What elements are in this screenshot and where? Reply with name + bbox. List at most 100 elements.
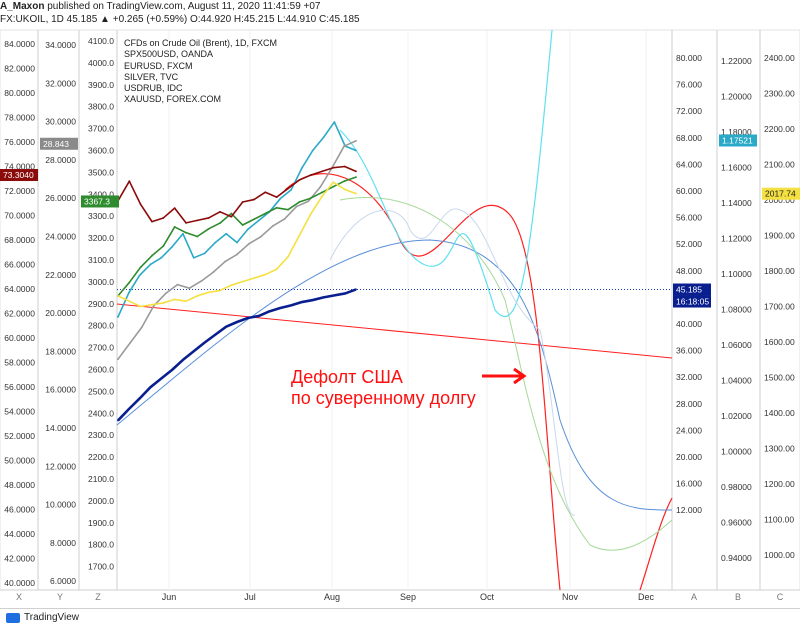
series-point-silver: [253, 218, 255, 221]
green-projection-curve: [339, 197, 673, 551]
tick-X: 70.0000: [4, 211, 35, 221]
series-point-spx: [257, 219, 260, 222]
series-point-brent: [182, 359, 184, 361]
tick-B: 0.94000: [721, 553, 752, 563]
tick-X: 40.0000: [4, 578, 35, 588]
series-point-eurusd: [259, 235, 262, 238]
series-point-eurusd: [117, 358, 119, 361]
series-point-brent: [246, 317, 249, 319]
tick-B: 1.20000: [721, 92, 752, 102]
tick-X: 74.0000: [4, 162, 35, 172]
series-point-eurusd: [176, 283, 179, 286]
series-point-usdrub: [355, 170, 357, 173]
axis-id-X: X: [16, 592, 22, 602]
series-point-silver: [173, 226, 176, 228]
series-point-eurusd: [200, 280, 203, 282]
series-point-silver: [185, 231, 187, 234]
series-point-silver: [241, 224, 244, 226]
axis-id-Y: Y: [57, 592, 63, 602]
series-point-xau: [230, 284, 233, 287]
series-point-spx: [138, 274, 141, 277]
series-point-eurusd: [212, 271, 215, 274]
red-trend-line: [116, 303, 673, 359]
series-point-spx: [117, 316, 119, 318]
tick-X: 72.0000: [4, 186, 35, 196]
tick-X: 50.0000: [4, 456, 35, 466]
series-point-eurusd: [295, 205, 298, 208]
legend-item-usdrub[interactable]: USDRUB, IDC: [124, 83, 183, 94]
series-line-silver: [117, 176, 357, 297]
cyan-projection-curve: [339, 29, 553, 318]
series-point-eurusd: [307, 200, 310, 203]
tick-B: 1.12000: [721, 234, 752, 244]
legend-item-brent[interactable]: CFDs on Crude Oil (Brent), 1D, FXCM: [124, 38, 278, 48]
tradingview-logo[interactable]: TradingView: [6, 612, 79, 623]
tick-C: 1500.00: [764, 373, 795, 383]
axis-id-C: C: [777, 592, 784, 602]
tick-B: 1.14000: [721, 198, 752, 208]
series-point-spx: [279, 197, 282, 200]
tick-Z: 2100.0: [88, 474, 114, 484]
tick-Z: 2200.0: [88, 452, 114, 462]
tick-Y: 6.0000: [50, 576, 76, 586]
series-point-brent: [127, 408, 130, 411]
series-point-brent: [236, 321, 238, 323]
tick-C: 1800.00: [764, 266, 795, 276]
legend-item-eurusd[interactable]: EURUSD, FXCM: [124, 60, 193, 71]
tick-Z: 1700.0: [88, 562, 114, 572]
series-point-usdrub: [207, 217, 210, 219]
series-point-silver: [151, 254, 153, 257]
tick-Z: 3500.0: [88, 167, 114, 177]
tick-Z: 3900.0: [88, 80, 114, 90]
series-point-usdrub: [230, 215, 233, 218]
series-point-silver: [332, 185, 335, 188]
price-badge-label: 3367.3: [84, 196, 110, 206]
author-name[interactable]: A_Maxon: [0, 1, 45, 12]
legend-item-silver[interactable]: SILVER, TVC: [124, 71, 179, 82]
tick-X: 42.0000: [4, 554, 35, 564]
tick-X: 58.0000: [4, 358, 35, 368]
series-point-xau: [207, 291, 210, 294]
series-point-eurusd: [129, 342, 131, 345]
series-line-usdrub: [117, 165, 357, 224]
tick-A: 36.000: [676, 346, 702, 356]
tick-Y: 12.0000: [45, 461, 76, 471]
tick-A: 40.000: [676, 319, 702, 329]
series-point-eurusd: [164, 292, 167, 295]
series-point-brent: [225, 325, 228, 328]
series-point-xau: [298, 234, 301, 237]
default-annotation: Дефолт США по суверенному долгу: [291, 367, 476, 409]
tick-B: 1.08000: [721, 305, 752, 315]
tick-A: 60.000: [676, 186, 702, 196]
axis-id-A: A: [691, 592, 697, 602]
series-point-silver: [128, 281, 131, 284]
tick-B: 1.22000: [721, 56, 752, 66]
series-point-spx: [203, 252, 206, 255]
legend-item-xau[interactable]: XAUUSD, FOREX.COM: [124, 94, 222, 105]
tick-X: 56.0000: [4, 382, 35, 392]
tick-A: 80.000: [676, 53, 702, 63]
tick-Z: 3600.0: [88, 146, 114, 156]
price-badge-A: [673, 283, 711, 296]
tick-C: 1100.00: [764, 515, 794, 525]
series-point-usdrub: [332, 166, 335, 169]
series-point-spx: [192, 256, 195, 259]
symbol-quote: FX:UKOIL, 1D 45.185 ▲ +0.265 (+0.59%) O:…: [0, 14, 360, 25]
series-point-brent: [149, 386, 152, 389]
tick-X: 60.0000: [4, 333, 35, 343]
series-point-eurusd: [271, 225, 274, 227]
series-point-usdrub: [128, 180, 131, 183]
legend-item-spx[interactable]: SPX500USD, OANDA: [124, 49, 214, 60]
tick-B: 1.10000: [721, 269, 752, 279]
x-tick-label: Nov: [562, 592, 579, 602]
tick-A: 72.000: [676, 106, 702, 116]
tick-X: 76.0000: [4, 137, 35, 147]
series-point-brent: [160, 377, 163, 380]
tick-Z: 2400.0: [88, 408, 114, 418]
series-point-eurusd: [236, 253, 238, 256]
series-point-spx: [182, 232, 184, 235]
series-point-usdrub: [241, 201, 244, 203]
tick-Z: 3300.0: [88, 211, 114, 221]
series-point-xau: [275, 268, 278, 271]
price-badge-label: 73.3040: [3, 170, 34, 180]
